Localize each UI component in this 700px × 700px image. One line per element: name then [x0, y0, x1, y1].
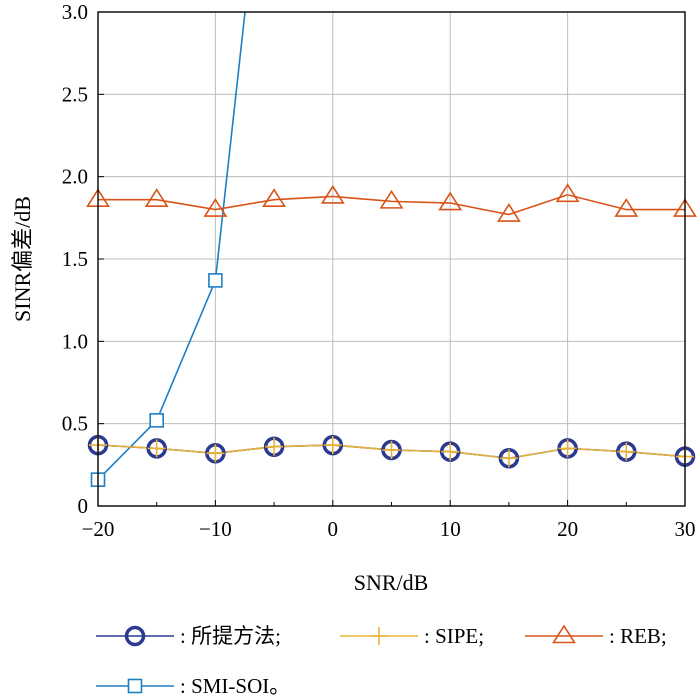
data-point: [320, 184, 345, 204]
y-tick-label: 1.5: [62, 247, 88, 271]
x-axis-label: SNR/dB: [354, 570, 429, 595]
series-line-SMI-SOI: [98, 12, 246, 481]
data-point: [496, 203, 521, 222]
legend-marker: [124, 625, 146, 647]
y-tick-label: 0: [78, 494, 89, 518]
data-point: [558, 439, 577, 458]
grid: [97, 11, 686, 507]
data-point: [208, 273, 223, 288]
legend-label: : 所提方法;: [180, 624, 281, 648]
data-point: [262, 188, 287, 208]
legend-label: : REB;: [609, 624, 667, 648]
data-point: [499, 449, 518, 468]
data-point: [614, 198, 639, 217]
data-point: [382, 441, 401, 460]
y-tick-label: 0.5: [62, 412, 88, 436]
legend-label: : SIPE;: [424, 624, 484, 648]
x-tick-label: 0: [328, 517, 339, 541]
data-point: [438, 191, 463, 211]
marker-layer: [86, 183, 697, 487]
series-line-REB: [98, 193, 685, 216]
legend-item: : SIPE;: [340, 624, 484, 648]
data-point: [441, 442, 460, 461]
data-point: [147, 439, 166, 458]
legend-marker: [370, 627, 388, 645]
x-tick-label: −20: [82, 517, 115, 541]
data-point: [617, 442, 636, 461]
legend-item: : REB;: [525, 624, 667, 648]
y-tick-label: 2.5: [62, 82, 88, 106]
legend-item: : SMI-SOI。: [96, 674, 290, 698]
y-tick-label: 2.0: [62, 165, 88, 189]
data-point: [265, 437, 284, 456]
data-point: [379, 189, 404, 209]
x-tick-label: −10: [199, 517, 232, 541]
data-point: [323, 436, 342, 455]
series-layer: [98, 12, 685, 481]
legend-marker: [127, 678, 143, 694]
legend: : 所提方法; : SIPE; : REB; : SMI-SOI。: [96, 624, 667, 698]
x-tick-label: 10: [440, 517, 461, 541]
legend-item: : 所提方法;: [96, 624, 281, 648]
legend-marker: [552, 624, 576, 644]
y-axis-label: SINR偏差/dB: [10, 196, 35, 322]
data-point: [149, 413, 164, 428]
tick-labels: −20 −10 0 10 20 30 0 0.5 1.0 1.5 2.0 2.5 3.0: [62, 0, 696, 541]
legend-label: : SMI-SOI。: [180, 674, 290, 698]
x-tick-label: 30: [675, 517, 696, 541]
data-point: [203, 198, 228, 217]
data-point: [555, 183, 580, 203]
y-tick-label: 1.0: [62, 329, 88, 353]
data-point: [206, 444, 225, 463]
y-tick-label: 3.0: [62, 0, 88, 24]
x-tick-label: 20: [557, 517, 578, 541]
data-point: [144, 188, 169, 208]
